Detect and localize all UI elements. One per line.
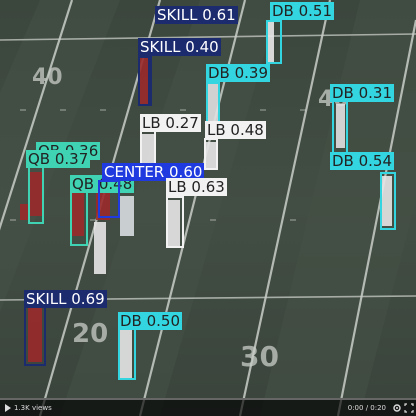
time-display: 0:00 / 0:20 [347,404,386,412]
detection-box-skill [24,304,46,366]
detection-label-lb: LB 0.63 [166,178,227,196]
detection-label-lb: LB 0.27 [140,114,201,132]
detection-box-db [332,100,348,156]
yard-number: 30 [240,340,279,373]
play-icon[interactable] [4,402,12,414]
detection-label-db: DB 0.51 [270,2,335,20]
player-controls [0,400,416,416]
settings-icon[interactable] [392,402,402,414]
detection-box-qb [70,188,88,246]
detection-label-skill: SKILL 0.40 [138,38,221,56]
detection-box-center [98,180,120,218]
detection-box-lb [140,130,156,166]
detection-box-qb [28,166,44,224]
detection-label-qb: QB 0.37 [26,150,91,168]
detection-box-skill [138,56,150,106]
detection-label-db: DB 0.31 [330,84,395,102]
fullscreen-icon[interactable] [404,402,414,414]
detection-label-center: CENTER 0.60 [102,163,205,181]
detection-label-db: DB 0.54 [330,152,395,170]
detection-box-db [118,328,136,380]
detection-box-db [206,82,220,126]
detection-box-lb [166,196,184,248]
detection-label-skill: SKILL 0.69 [24,290,107,308]
detection-label-skill: SKILL 0.61 [155,6,238,24]
view-count: 1.3K views [14,404,52,412]
detection-label-db: DB 0.50 [118,312,183,330]
detection-box-lb [204,138,218,170]
yard-number: 40 [32,65,63,90]
players [20,22,392,378]
detection-box-db [266,20,282,64]
detection-label-lb: LB 0.48 [205,121,266,139]
progress-bar[interactable] [0,398,416,400]
yard-number: 20 [72,319,108,349]
detection-box-db [380,172,396,230]
detection-label-db: DB 0.39 [206,64,271,82]
